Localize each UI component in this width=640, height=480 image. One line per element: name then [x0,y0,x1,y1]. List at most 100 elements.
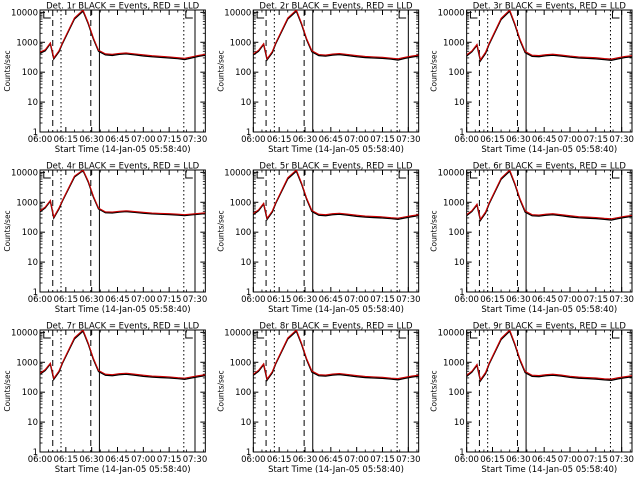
x-tick-label: 06:00 [28,135,53,145]
x-tick-label: 06:30 [506,295,531,305]
interval-bracket [398,171,407,179]
y-tick-label: 1000 [16,198,38,208]
y-tick-label: 10000 [438,168,465,178]
y-tick-label: 1000 [230,38,252,48]
x-tick-label: 07:15 [584,295,609,305]
lld-series-line [466,330,632,382]
interval-bracket [185,11,193,19]
panel-title: Det. 6r BLACK = Events, RED = LLD [473,162,627,172]
x-tick-label: 06:45 [105,135,130,145]
x-tick-label: 07:15 [584,455,609,465]
x-tick-label: 06:00 [28,455,53,465]
y-tick-label: 1000 [443,358,465,368]
y-tick-label: 1000 [443,198,465,208]
panel-title: Det. 2r BLACK = Events, RED = LLD [259,2,413,12]
lld-series-line [466,170,632,221]
panel-title: Det. 5r BLACK = Events, RED = LLD [259,162,413,172]
x-tick-label: 06:00 [454,455,479,465]
y-axis-label: Counts/sec [430,370,439,411]
interval-bracket [43,331,51,339]
interval-bracket [185,331,193,339]
plot-frame [466,329,633,453]
x-tick-label: 06:15 [267,455,292,465]
x-tick-label: 06:15 [480,135,505,145]
x-tick-label: 06:30 [79,295,104,305]
y-tick-label: 100 [235,388,251,398]
plot-frame [39,169,206,293]
y-tick-label: 100 [448,68,464,78]
interval-bracket [469,331,478,339]
lld-series-line [40,330,206,380]
x-tick-label: 07:30 [609,295,634,305]
interval-bracket [256,171,265,179]
y-tick-label: 1 [33,128,38,138]
y-axis-label: Counts/sec [216,210,225,251]
detector-panel-5: Det. 5r BLACK = Events, RED = LLD 1 10 100 1… [216,162,420,316]
x-tick-label: 07:30 [183,135,208,145]
x-tick-label: 07:30 [183,295,208,305]
events-series-line [40,10,206,61]
y-tick-label: 1 [246,448,251,458]
x-tick-label: 06:15 [480,455,505,465]
interval-bracket [398,11,407,19]
x-tick-label: 06:15 [267,135,292,145]
x-axis-label: Start Time (14-Jan-05 05:58:40) [268,465,404,475]
x-tick-label: 06:30 [506,135,531,145]
interval-bracket [43,171,51,179]
y-tick-label: 10000 [438,8,465,18]
y-tick-label: 10 [241,418,252,428]
x-tick-label: 06:30 [79,135,104,145]
detector-panel-7: Det. 7r BLACK = Events, RED = LLD 1 10 100 1… [3,322,207,476]
x-tick-label: 06:45 [532,455,557,465]
x-tick-label: 07:30 [396,135,421,145]
x-axis-label: Start Time (14-Jan-05 05:58:40) [55,145,191,155]
x-tick-label: 06:45 [105,295,130,305]
y-tick-label: 10000 [11,328,38,338]
x-axis-label: Start Time (14-Jan-05 05:58:40) [268,305,404,315]
x-tick-label: 06:30 [293,295,318,305]
x-tick-label: 07:00 [131,455,156,465]
interval-bracket [398,331,407,339]
x-tick-label: 06:15 [267,295,292,305]
x-tick-label: 07:15 [157,135,182,145]
y-axis-label: Counts/sec [216,370,225,411]
y-tick-label: 100 [22,388,38,398]
y-tick-label: 100 [22,228,38,238]
plot-frame [252,329,420,453]
detector-panel-4: Det. 4r BLACK = Events, RED = LLD 1 10 100 1… [3,162,207,316]
y-tick-label: 1 [459,128,464,138]
interval-bracket [469,171,478,179]
y-tick-label: 100 [448,388,464,398]
y-tick-label: 10000 [11,8,38,18]
x-axis-label: Start Time (14-Jan-05 05:58:40) [481,305,617,315]
events-series-line [253,10,419,62]
x-tick-label: 06:45 [532,295,557,305]
x-tick-label: 07:30 [396,295,421,305]
detector-panel-9: Det. 9r BLACK = Events, RED = LLD 1 10 100 1… [430,322,634,476]
y-tick-label: 10000 [224,8,251,18]
x-tick-label: 07:15 [157,295,182,305]
detector-panel-1: Det. 1r BLACK = Events, RED = LLD 1 10 100 1… [3,2,207,156]
plot-frame [252,9,420,133]
x-tick-label: 07:30 [609,455,634,465]
x-tick-label: 06:00 [241,135,266,145]
x-tick-label: 06:00 [454,135,479,145]
y-tick-label: 1000 [230,198,252,208]
y-tick-label: 100 [235,228,251,238]
panel-title: Det. 3r BLACK = Events, RED = LLD [473,2,627,12]
x-tick-label: 06:30 [293,455,318,465]
y-tick-label: 1 [33,288,38,298]
y-tick-label: 1 [459,288,464,298]
y-tick-label: 1000 [16,358,38,368]
y-tick-label: 10000 [11,168,38,178]
y-tick-label: 10000 [438,328,465,338]
plot-frame [466,9,633,133]
panel-title: Det. 9r BLACK = Events, RED = LLD [473,322,627,332]
plot-frame [466,169,633,293]
lld-series-line [253,330,419,381]
events-series-line [253,170,419,221]
y-tick-label: 1 [246,288,251,298]
plot-frame [39,9,206,133]
x-tick-label: 06:00 [241,295,266,305]
x-tick-label: 07:00 [131,295,156,305]
